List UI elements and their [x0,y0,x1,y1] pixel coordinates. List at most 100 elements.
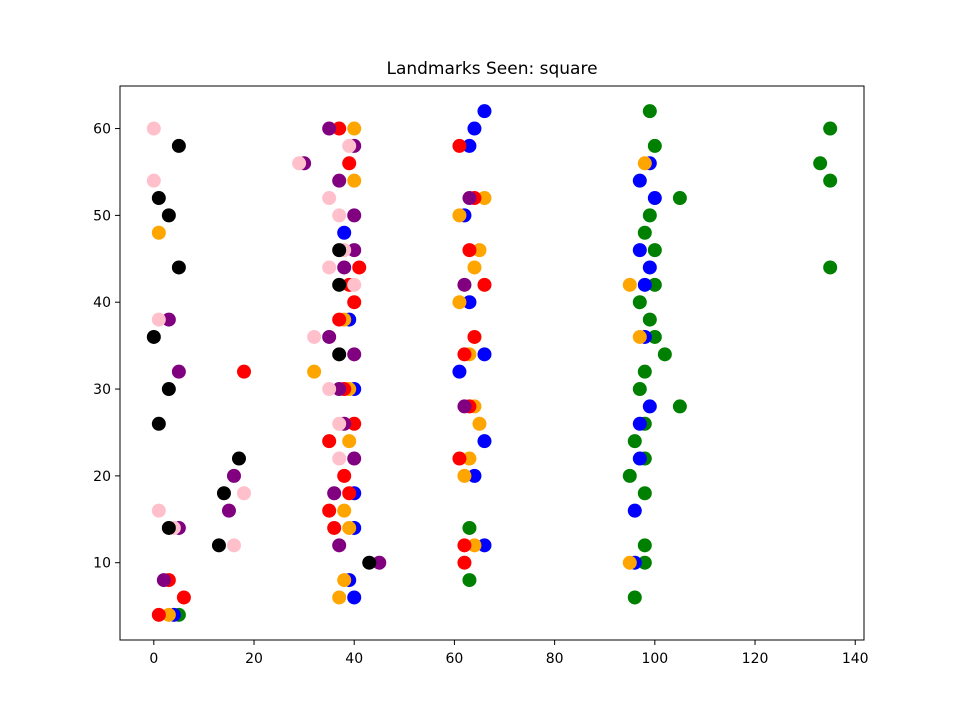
data-point [347,295,362,310]
data-point [462,573,477,588]
data-point [457,555,472,570]
data-point [347,243,362,258]
data-point [322,434,337,449]
y-tick-label: 60 [93,122,111,138]
data-point [161,312,176,327]
data-point [146,173,161,188]
data-point [151,225,166,240]
data-point [627,590,642,605]
data-point [362,555,377,570]
data-point [823,121,838,136]
data-point [332,416,347,431]
data-point [452,295,467,310]
data-point [637,156,652,171]
data-point [823,173,838,188]
y-tick-label: 50 [93,208,111,224]
data-point [452,364,467,379]
data-point [337,260,352,275]
data-point [647,138,662,153]
x-tick-label: 80 [546,651,564,667]
data-point [632,173,647,188]
data-point [457,468,472,483]
data-point [342,138,357,153]
data-point [462,191,477,206]
x-tick-label: 100 [641,651,668,667]
data-point [622,555,637,570]
data-point [211,538,226,553]
data-point [622,468,637,483]
x-tick-label: 20 [245,651,263,667]
data-point [347,121,362,136]
data-point [176,590,191,605]
data-point [332,538,347,553]
data-point [647,243,662,258]
data-point [632,451,647,466]
data-point [332,347,347,362]
data-point [477,538,492,553]
series-5 [146,121,362,553]
data-point [171,364,186,379]
data-point [823,260,838,275]
data-point [637,555,652,570]
data-point [332,208,347,223]
data-point [322,121,337,136]
data-point [452,138,467,153]
data-point [171,138,186,153]
data-point [237,364,251,379]
data-point [672,399,687,414]
data-point [151,312,166,327]
data-point [337,225,352,240]
data-point [161,208,176,223]
data-point [472,243,487,258]
data-point [322,191,337,206]
data-point [457,538,472,553]
data-point [452,208,467,223]
data-point [327,486,342,501]
data-point [347,208,362,223]
data-point [462,451,477,466]
data-point [467,121,482,136]
data-point [322,503,337,518]
data-point [161,520,176,535]
data-point [637,364,652,379]
data-point [477,104,492,119]
data-point [307,364,322,379]
data-point [462,520,477,535]
data-point [171,260,186,275]
data-point [457,277,472,292]
data-point [151,191,166,206]
data-point [332,121,347,136]
data-points [146,104,838,622]
data-point [292,156,307,171]
data-point [322,382,337,397]
series-6 [146,138,377,570]
x-tick-label: 60 [446,651,464,667]
y-tick-label: 20 [93,469,111,485]
data-point [477,347,492,362]
data-point [372,555,387,570]
data-point [347,416,362,431]
data-point [632,382,647,397]
data-point [332,312,347,327]
data-point [342,520,357,535]
data-point [672,191,687,206]
data-point [307,329,322,344]
y-tick-label: 40 [93,295,111,311]
data-point [627,503,642,518]
data-point [637,486,652,501]
data-point [151,503,166,518]
data-point [642,260,657,275]
data-point [156,573,171,588]
data-point [632,329,647,344]
data-point [337,503,352,518]
data-point [657,347,672,362]
x-tick-label: 120 [742,651,769,667]
data-point [337,468,352,483]
data-point [467,260,482,275]
data-point [632,243,647,258]
data-point [647,191,662,206]
data-point [146,121,161,136]
data-point [472,416,487,431]
data-point [226,538,241,553]
